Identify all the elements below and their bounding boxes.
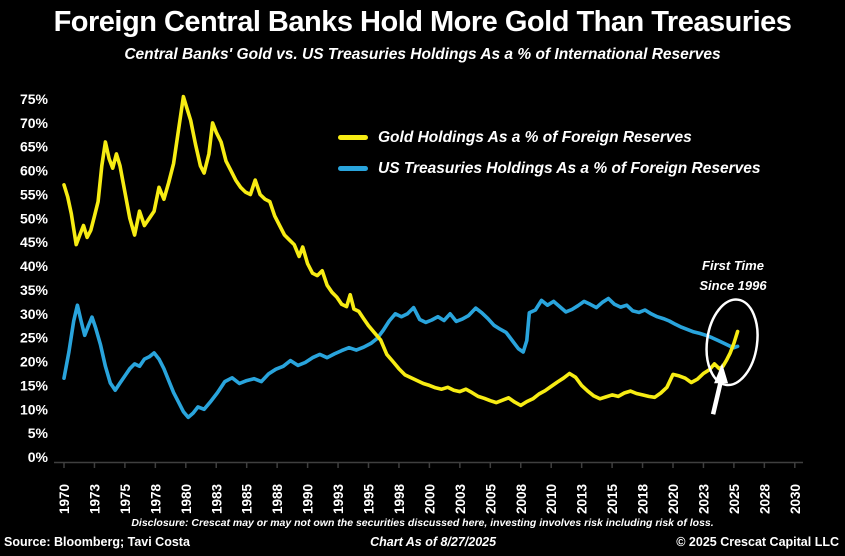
y-tick-label: 75% — [20, 91, 49, 107]
x-tick-label: 1975 — [118, 483, 133, 514]
x-tick-label: 1985 — [240, 483, 255, 514]
y-tick-label: 40% — [20, 258, 49, 274]
legend-item-gold: Gold Holdings As a % of Foreign Reserves — [338, 122, 760, 153]
y-tick-label: 25% — [20, 330, 49, 346]
disclosure-text: Disclosure: Crescat may or may not own t… — [131, 517, 714, 529]
highlight-ellipse — [705, 298, 759, 387]
chart-legend: Gold Holdings As a % of Foreign Reserves… — [338, 122, 760, 184]
x-tick-label: 2025 — [727, 483, 742, 514]
chart-as-of-text: Chart As of 8/27/2025 — [370, 535, 497, 549]
legend-item-treasuries: US Treasuries Holdings As a % of Foreign… — [338, 153, 760, 184]
annotation-line-1: First Time — [702, 258, 764, 273]
gold-series-line — [62, 94, 740, 408]
x-tick-label: 1973 — [87, 483, 102, 514]
x-tick-label: 1978 — [148, 483, 163, 514]
x-tick-label: 1990 — [301, 484, 316, 514]
y-tick-label: 55% — [20, 186, 49, 202]
x-tick-label: 1988 — [270, 483, 285, 514]
x-tick-label: 2028 — [757, 483, 772, 514]
y-tick-label: 70% — [20, 115, 49, 131]
x-tick-label: 1998 — [392, 483, 407, 514]
x-tick-label: 2000 — [422, 484, 437, 514]
y-tick-label: 50% — [20, 210, 49, 226]
gold-series-swatch-icon — [338, 135, 368, 140]
x-tick-label: 2015 — [605, 483, 620, 514]
page-title: Foreign Central Banks Hold More Gold Tha… — [53, 6, 792, 38]
footer: Source: Bloomberg; Tavi Costa Chart As o… — [0, 532, 845, 552]
x-tick-label: 2020 — [666, 484, 681, 514]
x-tick-label: 2013 — [575, 483, 590, 514]
page-subtitle: Central Banks' Gold vs. US Treasuries Ho… — [124, 46, 721, 63]
x-tick-label: 2023 — [696, 483, 711, 514]
y-tick-label: 45% — [20, 234, 49, 250]
x-tick-label: 1993 — [331, 483, 346, 514]
y-tick-label: 30% — [20, 306, 49, 322]
y-tick-label: 35% — [20, 282, 49, 298]
annotation-line-2: Since 1996 — [699, 278, 767, 293]
copyright-text: © 2025 Crescat Capital LLC — [676, 535, 839, 549]
y-tick-label: 60% — [20, 163, 49, 179]
y-tick-label: 15% — [20, 377, 49, 393]
treasuries-series-swatch-icon — [338, 166, 368, 171]
x-tick-label: 1980 — [179, 484, 194, 514]
annotation-first-time: First Time Since 1996 — [668, 256, 798, 296]
legend-label-treasuries: US Treasuries Holdings As a % of Foreign… — [378, 159, 761, 177]
x-tick-label: 2005 — [483, 483, 498, 514]
x-tick-label: 2008 — [514, 483, 529, 514]
y-tick-label: 0% — [28, 449, 49, 465]
source-text: Source: Bloomberg; Tavi Costa — [4, 535, 190, 549]
x-tick-label: 1983 — [209, 483, 224, 514]
x-tick-label: 2018 — [636, 483, 651, 514]
highlight-arrow-head-icon — [714, 363, 729, 384]
y-tick-label: 10% — [20, 401, 49, 417]
legend-label-gold: Gold Holdings As a % of Foreign Reserves — [378, 128, 692, 146]
x-tick-label: 2010 — [544, 484, 559, 514]
x-tick-label: 2030 — [788, 484, 803, 514]
x-tick-label: 1995 — [362, 483, 377, 514]
x-tick-label: 2003 — [453, 483, 468, 514]
highlight-arrow-shaft — [710, 379, 724, 415]
x-tick-label: 1970 — [57, 484, 72, 514]
y-tick-label: 65% — [20, 139, 49, 155]
y-tick-label: 20% — [20, 354, 49, 370]
y-tick-label: 5% — [28, 425, 49, 441]
treasuries-series-line — [62, 296, 740, 420]
